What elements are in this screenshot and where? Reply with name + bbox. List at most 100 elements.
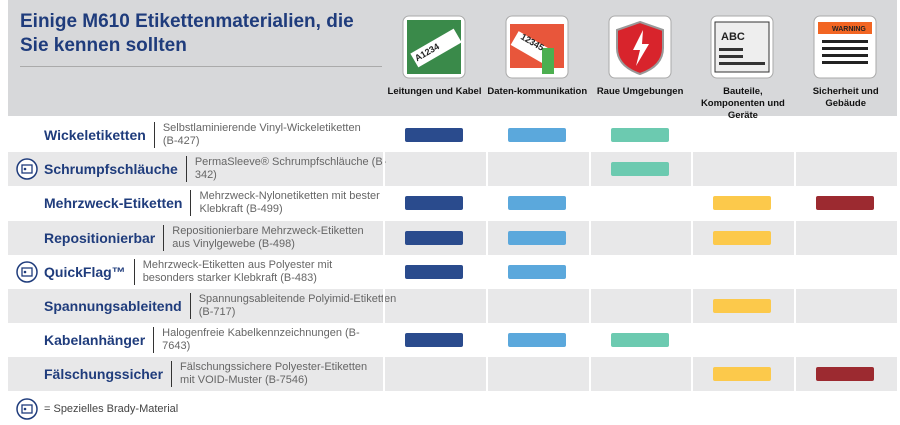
table-cell [794, 118, 896, 152]
legend-text: = Spezielles Brady-Material [44, 403, 179, 415]
column-icon: WARNING [813, 15, 877, 79]
row-description: Spannungsableitende Polyimid-Etiketten (… [189, 293, 399, 319]
table-cell [794, 357, 896, 392]
row-name: Mehrzweck-Etiketten Mehrzweck-Nylonetiket… [44, 186, 399, 220]
table-cell [383, 186, 485, 221]
table-cell [383, 357, 485, 392]
row-description: Repositionierbare Mehrzweck-Etiketten au… [163, 224, 372, 251]
table-cell [485, 323, 588, 358]
row-name: Schrumpfschläuche PermaSleeve® Schrumpfsc… [44, 152, 395, 186]
availability-bar [405, 264, 463, 279]
table-cell [383, 323, 485, 358]
table-row: QuickFlag™ Mehrzweck-Etiketten aus Polyes… [8, 254, 897, 289]
table-cell [588, 323, 691, 358]
table-cell [383, 152, 485, 187]
name-text: Schrumpfschläuche [44, 161, 178, 178]
table-cell [383, 254, 485, 289]
footer: = Spezielles Brady-Material [16, 398, 178, 420]
table-cell [485, 152, 588, 187]
name-text: Repositionierbar [44, 229, 156, 246]
row-name: QuickFlag™ Mehrzweck-Etiketten aus Polyes… [44, 255, 343, 289]
name-text: Spannungsableitend [44, 298, 182, 314]
table-cell [691, 289, 793, 323]
table-row: Wickeletiketten Selbstlaminierende Vinyl-… [8, 118, 897, 152]
table-cell [588, 118, 691, 152]
table-row: Spannungsableitend Spannungsableitende Po… [8, 289, 897, 323]
column-header: ABC Bauteile, Komponenten und Geräte [691, 0, 794, 121]
availability-bar [507, 230, 566, 245]
table-cell [383, 220, 485, 255]
column-icon: ABC [710, 15, 774, 79]
row-description: Selbstlaminierende Vinyl-Wickeletiketten… [153, 122, 363, 148]
row-description: Mehrzweck-Nylonetiketten mit bester Kleb… [190, 190, 399, 217]
table-cell [588, 254, 691, 289]
table-cell [588, 152, 691, 187]
table-row: Schrumpfschläuche PermaSleeve® Schrumpfsc… [8, 152, 897, 187]
column-label: Bauteile, Komponenten und Geräte [700, 86, 785, 121]
table-cell [794, 186, 896, 221]
availability-bar [405, 333, 463, 348]
column-header: WARNING Sicherheit und Gebäude [794, 0, 897, 116]
name-text: QuickFlag™ [44, 263, 126, 280]
availability-bar [507, 333, 566, 348]
name-text: Mehrzweck-Etiketten [44, 195, 183, 212]
availability-bar [610, 333, 669, 348]
row-description: Halogenfreie Kabelkennzeichnungen (B-764… [153, 327, 362, 354]
table-cell [691, 186, 793, 221]
table-cell [485, 254, 588, 289]
availability-bar [610, 128, 669, 142]
table-cell [794, 254, 896, 289]
availability-bar [405, 230, 463, 245]
table-row: Fälschungssicher Fälschungssichere Polyes… [8, 357, 897, 392]
table-row: Mehrzweck-Etiketten Mehrzweck-Nylonetiket… [8, 186, 897, 221]
column-header: Raue Umgebungen [589, 0, 692, 116]
availability-bar [713, 230, 772, 245]
table-cell [691, 118, 793, 152]
rule [20, 66, 382, 67]
availability-bar [713, 196, 772, 211]
availability-bar [713, 367, 772, 382]
availability-bar [507, 128, 566, 142]
table-cell [383, 289, 485, 323]
availability-bar [713, 299, 772, 313]
row-description: Mehrzweck-Etiketten aus Polyester mit be… [133, 258, 343, 285]
column-icon: A1234 [402, 15, 466, 79]
row-description: Fälschungssichere Polyester-Etiketten mi… [171, 361, 380, 388]
column-label: Sicherheit und Gebäude [812, 86, 879, 109]
column-icon [608, 15, 672, 79]
special-icon [16, 398, 38, 420]
availability-bar [507, 196, 566, 211]
table-cell [485, 289, 588, 323]
table-cell [691, 357, 793, 392]
table-cell [588, 220, 691, 255]
table-cell [485, 118, 588, 152]
column-label: Raue Umgebungen [596, 86, 684, 97]
title: Einige M610 Etikettenmaterialien, die Si… [20, 11, 354, 56]
table-cell [691, 220, 793, 255]
icon-text: WARNING [832, 26, 866, 33]
special-icon [16, 158, 38, 180]
table-cell [485, 220, 588, 255]
table-row: Kabelanhänger Halogenfreie Kabelkennzeich… [8, 323, 897, 358]
name-text: Wickeletiketten [44, 127, 146, 143]
table-row: Repositionierbar Repositionierbare Mehrzw… [8, 220, 897, 255]
table-cell [794, 152, 896, 187]
row-description: PermaSleeve® Schrumpfschläuche (B-342) [185, 156, 395, 183]
table-cell [794, 323, 896, 358]
table-cell [383, 118, 485, 152]
icon-text: ABC [721, 31, 745, 43]
column-icon: 12345 [505, 15, 569, 79]
table-cell [691, 323, 793, 358]
special-icon [16, 261, 38, 283]
name-text: Kabelanhänger [44, 332, 146, 349]
row-name: Fälschungssicher Fälschungssichere Polyes… [44, 357, 380, 391]
availability-bar [405, 196, 463, 211]
table-cell [794, 220, 896, 255]
row-name: Wickeletiketten Selbstlaminierende Vinyl-… [44, 118, 363, 152]
table-cell [691, 152, 793, 187]
column-label: Daten-kommunikation [487, 86, 588, 97]
table-cell [794, 289, 896, 323]
table-cell [485, 357, 588, 392]
row-name: Repositionierbar Repositionierbare Mehrzw… [44, 221, 372, 255]
